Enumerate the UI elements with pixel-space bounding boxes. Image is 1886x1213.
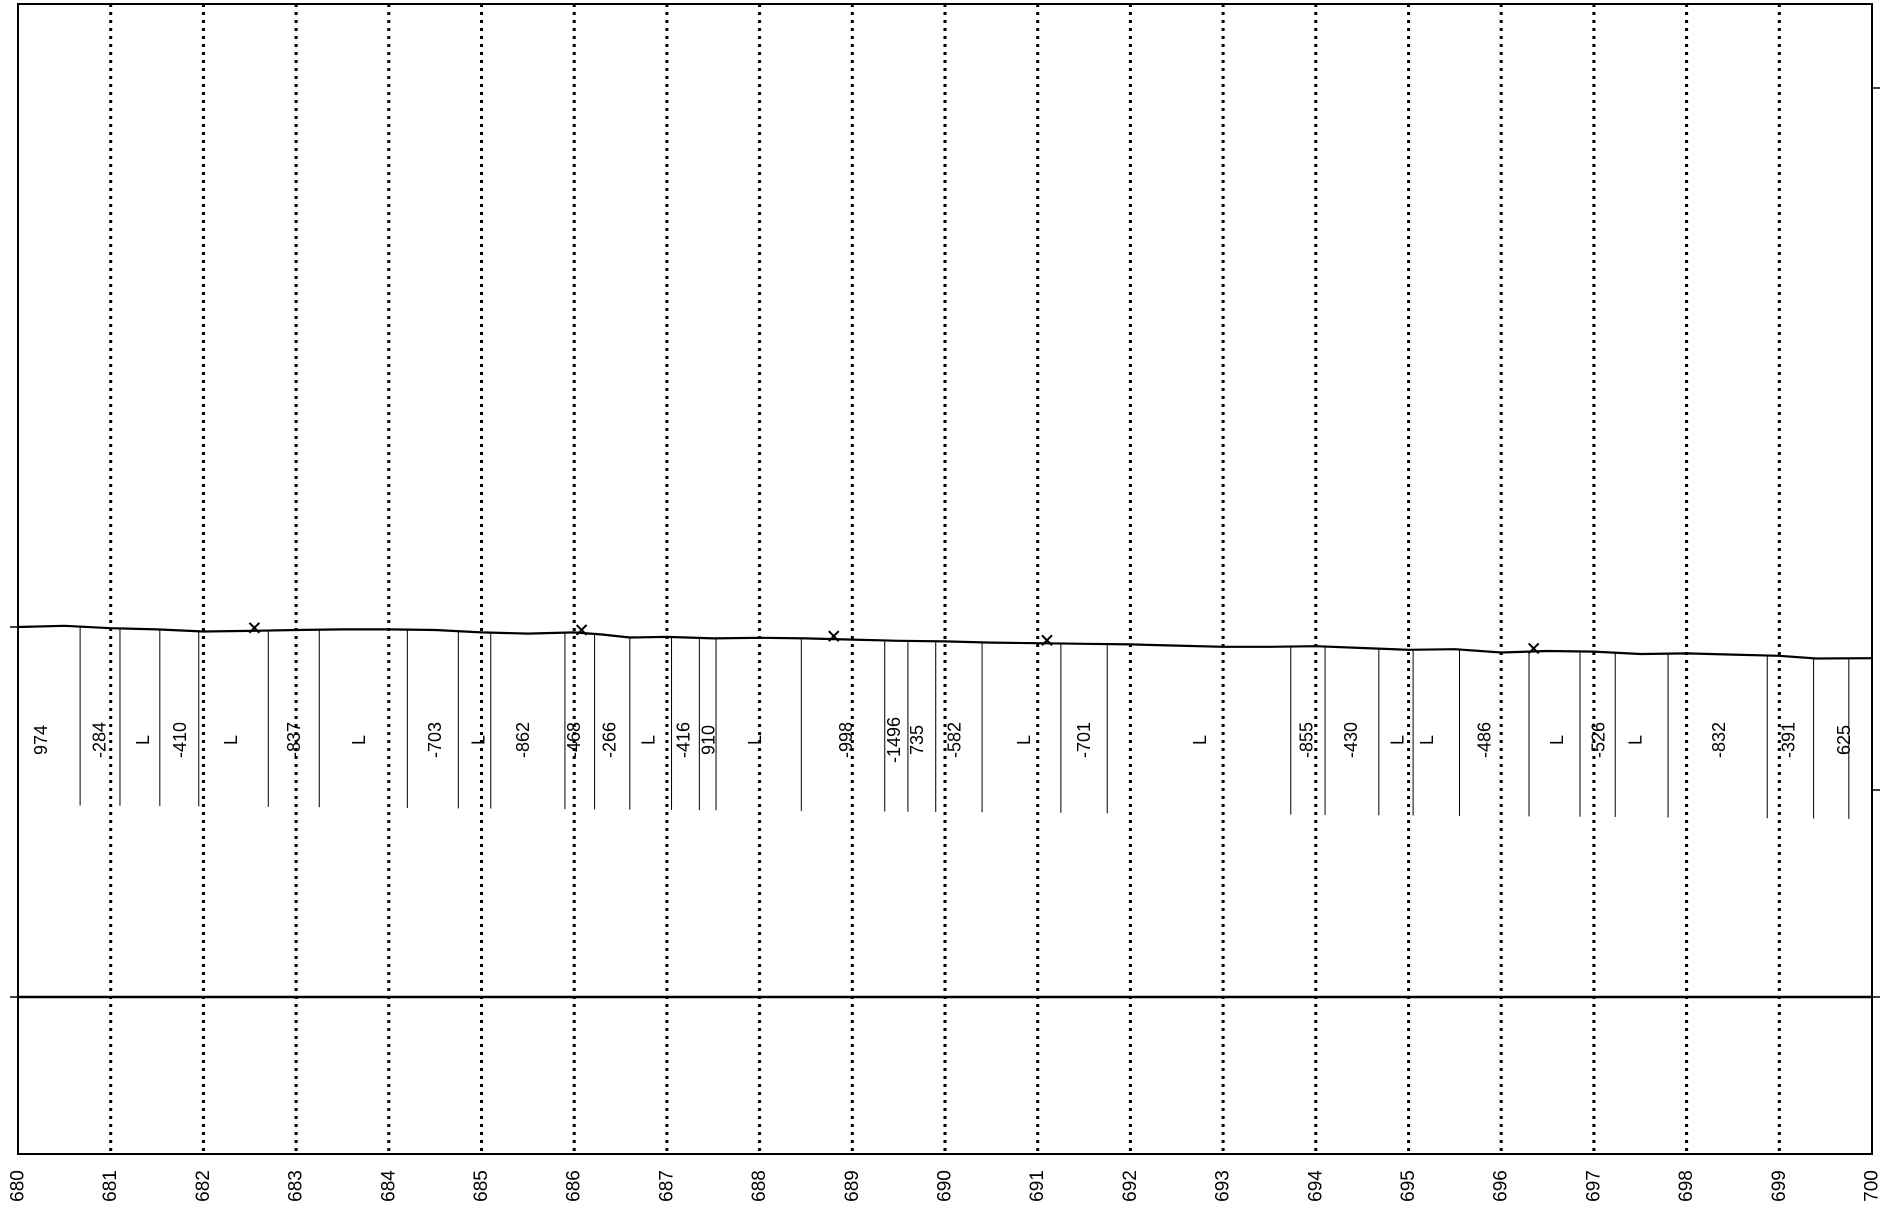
segment-label: -391: [1779, 722, 1799, 758]
segment-label: L: [221, 735, 241, 745]
segment-label: -862: [513, 722, 533, 758]
markers: [248, 622, 1540, 655]
profile-line: [17, 624, 1873, 660]
segment-label: L: [1014, 735, 1034, 745]
x-tick-label: 696: [1491, 1170, 1512, 1202]
x-tick-labels: 680 681 682 683 684 685 686 687 688 689 690 691 692 6…: [8, 1170, 1883, 1202]
segment-label: L: [1547, 735, 1567, 745]
x-tick-label: 690: [935, 1170, 956, 1202]
segment-label: 974: [31, 725, 51, 755]
segment-label: L: [1626, 735, 1646, 745]
x-tick-label: 688: [749, 1170, 770, 1202]
x-tick-label: 680: [8, 1170, 29, 1202]
x-tick-label: 683: [286, 1170, 307, 1202]
segment-label: L: [133, 735, 153, 745]
segment-boundary-lines: [79, 626, 1850, 819]
marker-x-icon: [1527, 642, 1540, 655]
vertical-grid-lines: [109, 4, 1781, 1154]
x-tick-label: 685: [471, 1170, 492, 1202]
segment-label: -701: [1074, 722, 1094, 758]
segment-label: L: [1387, 735, 1407, 745]
x-tick-label: 692: [1120, 1170, 1141, 1202]
segment-label: 625: [1834, 725, 1854, 755]
plot-frame: [10, 3, 1880, 1155]
plot-border: [17, 3, 1873, 1155]
x-tick-label: 700: [1862, 1170, 1883, 1202]
segment-label: L: [349, 735, 369, 745]
x-tick-label: 697: [1583, 1170, 1604, 1202]
segment-label: L: [1417, 735, 1437, 745]
segment-label: -526: [1589, 722, 1609, 758]
segment-label: -855: [1297, 722, 1317, 758]
x-tick-label: 695: [1398, 1170, 1419, 1202]
x-tick-label: 693: [1213, 1170, 1234, 1202]
segment-label: L: [638, 735, 658, 745]
marker-x-icon: [248, 622, 261, 634]
segment-label: -832: [1709, 722, 1729, 758]
x-tick-label: 691: [1027, 1170, 1048, 1202]
marker-x-icon: [1041, 634, 1053, 647]
segment-label: -284: [90, 722, 110, 758]
segment-labels: 974 -284 L -410 L -837 L -703 L -862 -468 -266 L -416…: [31, 717, 1854, 763]
segment-label: L: [469, 735, 489, 745]
x-tick-label: 682: [193, 1170, 214, 1202]
x-tick-label: 681: [100, 1170, 121, 1202]
x-tick-label: 684: [378, 1170, 399, 1202]
segment-label: -703: [425, 722, 445, 758]
x-tick-label: 699: [1769, 1170, 1790, 1202]
segment-label: -1496: [884, 717, 904, 763]
x-tick-label: 689: [842, 1170, 863, 1202]
segment-label: -582: [944, 722, 964, 758]
segment-label: -430: [1341, 722, 1361, 758]
segment-label: -837: [284, 722, 304, 758]
segment-label: 735: [907, 725, 927, 755]
marker-x-icon: [828, 630, 840, 642]
segment-label: -416: [674, 722, 694, 758]
segment-label: -266: [599, 722, 619, 758]
x-tick-label: 694: [1305, 1170, 1326, 1202]
segment-label: -410: [170, 722, 190, 758]
segment-label: L: [745, 735, 765, 745]
segment-label: -468: [564, 722, 584, 758]
segment-label: 910: [699, 725, 719, 755]
x-tick-label: 687: [656, 1170, 677, 1202]
segment-label: -486: [1475, 722, 1495, 758]
segment-label: -998: [836, 722, 856, 758]
x-tick-label: 686: [564, 1170, 585, 1202]
segment-label: L: [1190, 735, 1210, 745]
marker-x-icon: [575, 624, 588, 636]
x-tick-label: 698: [1676, 1170, 1697, 1202]
